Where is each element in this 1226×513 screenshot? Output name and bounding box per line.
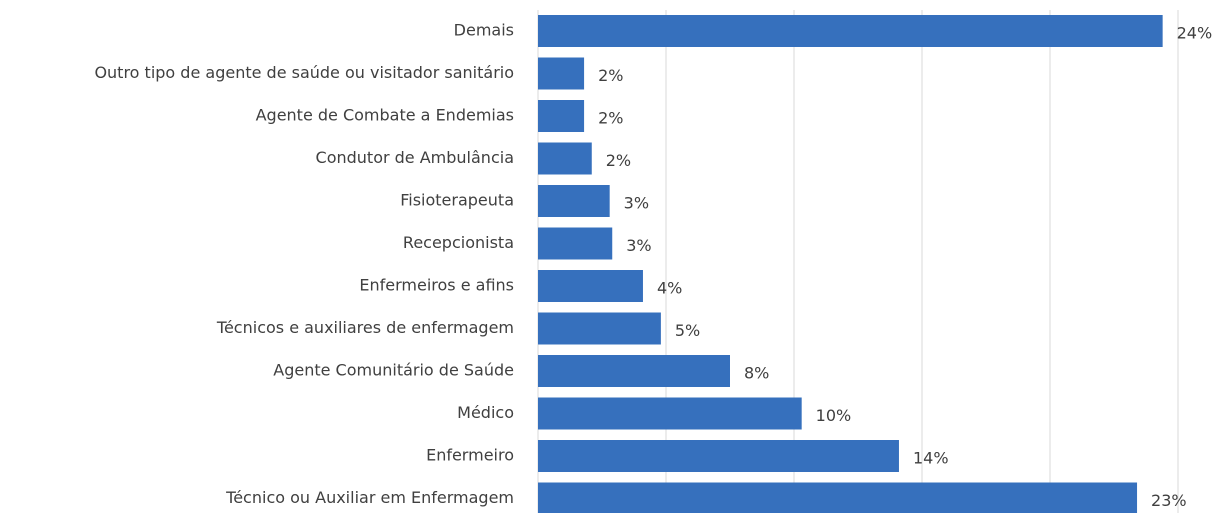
value-label: 14%	[913, 449, 949, 468]
y-tick-label: Fisioterapeuta	[400, 191, 514, 210]
y-tick-label: Condutor de Ambulância	[316, 148, 514, 167]
value-label: 2%	[598, 66, 623, 85]
value-label: 2%	[598, 109, 623, 128]
bar	[538, 397, 802, 430]
y-tick-label: Recepcionista	[403, 233, 514, 252]
bar	[538, 142, 592, 175]
y-tick-label: Médico	[457, 403, 514, 422]
bar	[538, 355, 730, 387]
value-label: 24%	[1177, 24, 1213, 43]
y-tick-label: Agente de Combate a Endemias	[256, 106, 514, 125]
y-tick-label: Demais	[454, 21, 514, 40]
bar	[538, 57, 585, 90]
bar	[538, 227, 613, 260]
bar	[538, 185, 610, 217]
y-tick-label: Enfermeiro	[426, 446, 514, 465]
value-label: 3%	[624, 194, 649, 213]
y-tick-label: Técnico ou Auxiliar em Enfermagem	[225, 488, 514, 507]
value-label: 2%	[606, 151, 631, 170]
bar	[538, 270, 643, 302]
bar	[538, 312, 661, 345]
value-label: 10%	[816, 406, 852, 425]
y-tick-label: Outro tipo de agente de saúde ou visitad…	[94, 63, 514, 82]
value-label: 23%	[1151, 491, 1187, 510]
bar	[538, 100, 585, 132]
y-tick-label: Enfermeiros e afins	[359, 276, 514, 295]
bar	[538, 440, 899, 472]
bar	[538, 482, 1138, 513]
value-label: 5%	[675, 321, 700, 340]
y-tick-label: Técnicos e auxiliares de enfermagem	[216, 318, 514, 337]
bar	[538, 15, 1163, 47]
value-label: 4%	[657, 279, 682, 298]
value-label: 3%	[626, 236, 651, 255]
value-label: 8%	[744, 364, 769, 383]
y-tick-label: Agente Comunitário de Saúde	[273, 361, 514, 380]
